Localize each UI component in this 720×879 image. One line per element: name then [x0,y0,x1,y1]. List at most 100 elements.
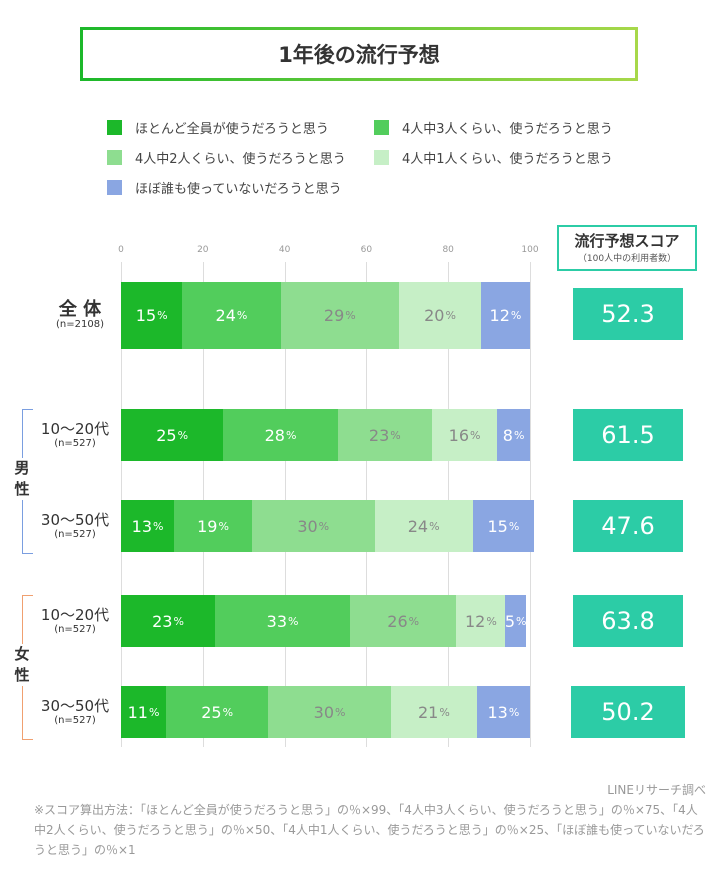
legend-label: ほとんど全員が使うだろうと思う [135,122,329,137]
bar-segment: 25% [165,686,269,738]
row-label-n: (n=527) [54,437,96,449]
row-label-n: (n=527) [54,623,96,635]
row-label-text: 30～50代 [40,697,110,715]
data-label: 25 [156,425,177,445]
legend-item: ほとんど全員が使うだろうと思う [107,118,329,137]
group-label-male: 男 性 [12,458,32,500]
bar-segment: 11% [121,686,166,738]
row-label-n: (n=527) [54,528,96,540]
percent-sign: % [439,705,450,719]
percent-sign: % [470,428,481,442]
percent-sign: % [157,309,168,322]
group-label-female: 女 性 [12,644,32,686]
score-header-sub: （100人中の利用者数） [577,254,677,264]
percent-sign: % [173,614,184,628]
bar-segment: 30% [268,686,391,738]
percent-sign: % [510,309,522,322]
bar-segment: 30% [251,500,375,552]
bar-segment: 12% [456,595,506,647]
row-label-text: 10～20代 [40,606,110,624]
percent-sign: % [390,428,401,442]
percent-sign: % [222,705,234,719]
data-label: 11 [127,702,148,722]
source: LINEリサーチ調べ [607,783,706,797]
percent-sign: % [153,519,164,533]
row-label: 30～50代 (n=527) [30,512,120,540]
data-label: 8 [502,425,513,445]
bar-segment: 16% [431,409,498,461]
tick-label: 60 [360,245,373,255]
row-label-text: 10～20代 [40,420,110,438]
data-label: 30 [297,516,318,536]
legend-label: 4人中1人くらい、使うだろうと思う [402,152,613,167]
percent-sign: % [345,309,356,322]
legend-label: 4人中3人くらい、使うだろうと思う [402,122,613,137]
percent-sign: % [429,519,440,533]
legend-label: 4人中2人くらい、使うだろうと思う [135,152,346,167]
data-label: 28 [264,425,285,445]
bar-segment: 28% [223,409,338,461]
legend-item: 4人中1人くらい、使うだろうと思う [374,148,613,167]
percent-sign: % [335,705,346,719]
chart-title: 1年後の流行予想 [80,27,638,81]
bar-segment: 12% [480,282,530,349]
data-label: 13 [487,702,508,722]
percent-sign: % [148,705,160,719]
data-label: 12 [465,611,486,631]
data-label: 29 [323,306,345,325]
bar-segment: 15% [472,500,535,552]
data-label: 20 [424,306,445,325]
bar-segment: 8% [497,409,530,461]
data-label: 21 [417,702,439,722]
row-label: 10～20代 (n=527) [30,607,120,635]
bar-segment: 13% [121,500,175,552]
tick-label: 100 [521,245,539,255]
percent-sign: % [445,309,456,322]
data-label: 5 [504,611,516,631]
percent-sign: % [236,309,248,322]
bar-segment: 23% [337,409,432,461]
percent-sign: % [177,428,189,442]
row-label: 全 体 (n=2108) [38,299,122,331]
row-label-n: (n=2108) [56,319,104,331]
tick-label: 0 [118,245,124,255]
row-label-text: 30～50代 [40,511,110,529]
score-header-title: 流行予想スコア [574,232,680,250]
score-value: 52.3 [573,287,683,340]
bar-segment: 24% [374,500,473,552]
percent-sign: % [288,614,299,628]
percent-sign: % [508,705,520,719]
row-label: 10～20代 (n=527) [30,421,120,449]
data-label: 19 [197,516,218,536]
bar-segment: 29% [280,282,400,349]
legend-item: ほぼ誰も使っていないだろうと思う [107,178,342,197]
data-label: 15 [135,306,157,325]
legend-swatch [107,180,122,195]
legend-swatch [107,120,122,135]
score-value: 63.8 [573,595,683,647]
tick-label: 80 [442,245,454,255]
data-label: 26 [387,611,408,631]
legend-item: 4人中2人くらい、使うだろうと思う [107,148,346,167]
percent-sign: % [408,614,420,628]
percent-sign: % [486,614,497,628]
bar-segment: 24% [182,282,281,349]
percent-sign: % [218,519,229,533]
data-label: 12 [489,306,510,325]
percent-sign: % [318,519,330,533]
legend-swatch [107,150,122,165]
percent-sign: % [285,428,297,442]
bar-segment: 15% [121,282,183,349]
bar-segment: 13% [476,686,530,738]
bar-segment: 21% [390,686,477,738]
score-note: ※スコア算出方法：「ほとんど全員が使うだろうと思う」の％×99、「4人中3人くら… [34,803,705,857]
data-label: 33 [266,611,287,631]
row-label: 30～50代 (n=527) [30,698,120,726]
data-label: 25 [201,702,222,722]
data-label: 13 [131,516,153,536]
score-value: 61.5 [573,409,683,461]
data-label: 24 [215,306,236,325]
bar-segment: 5% [504,595,527,647]
bar-segment: 20% [399,282,481,349]
